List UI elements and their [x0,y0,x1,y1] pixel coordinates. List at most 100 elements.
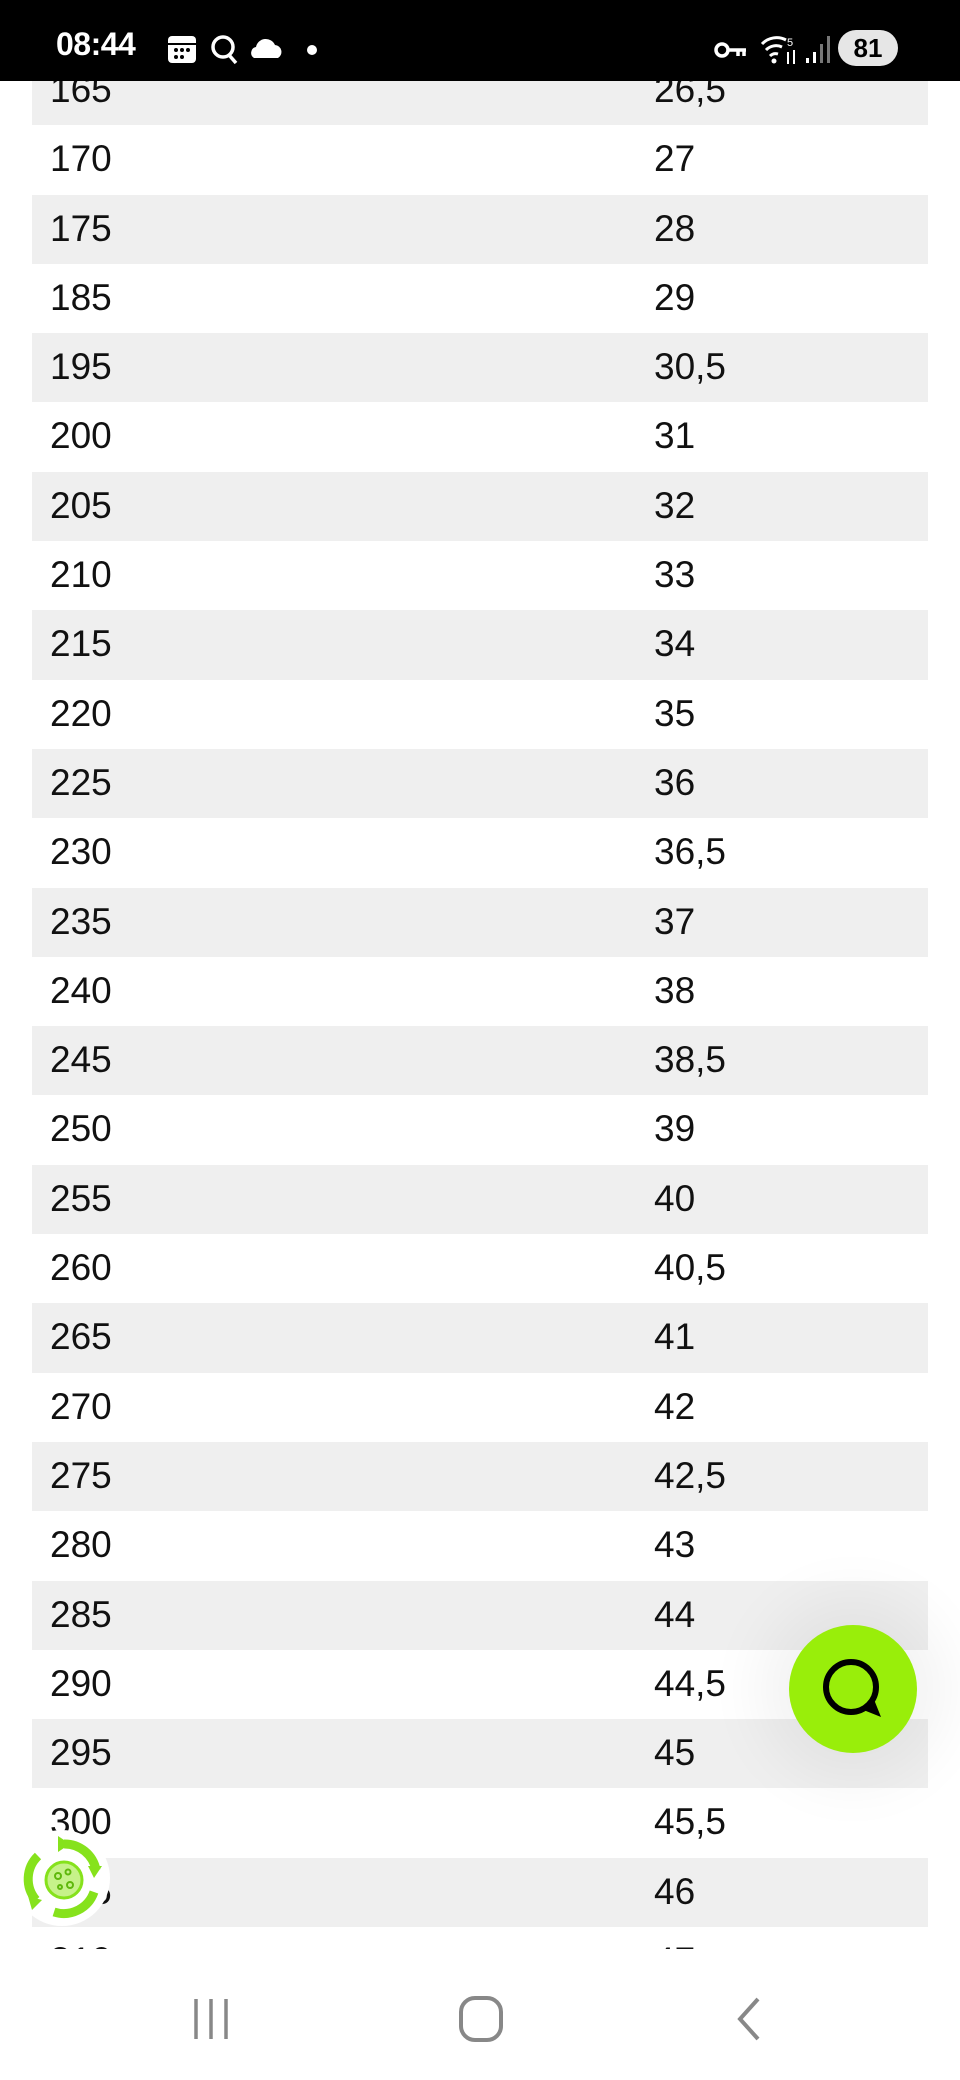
shoe-size-cell: 44,5 [654,1662,727,1704]
length-cell: 250 [50,1108,112,1150]
navigation-bar [0,1949,960,2080]
table-row: 185 29 [32,264,928,333]
shoe-size-cell: 42 [654,1385,696,1427]
length-cell: 200 [50,415,112,457]
table-row: 275 42,5 [32,1441,928,1512]
length-cell: 310 [50,1940,112,1949]
shoe-size-cell: 30,5 [654,346,727,388]
shoe-size-cell: 40,5 [654,1247,727,1289]
table-row: 290 44,5 [32,1650,928,1719]
home-icon[interactable] [458,1995,504,2043]
table-row: 270 42 [32,1373,928,1442]
shoe-size-cell: 37 [654,900,696,942]
length-cell: 290 [50,1662,112,1704]
shoe-size-cell: 41 [654,1316,696,1358]
shoe-size-cell: 33 [654,554,696,596]
shoe-size-cell: 35 [654,692,696,734]
table-row: 230 36,5 [32,818,928,887]
back-icon[interactable] [734,1995,764,2043]
length-cell: 195 [50,346,112,388]
chat-icon [823,1659,881,1717]
table-row: 215 34 [32,610,928,680]
length-cell: 185 [50,276,112,318]
table-row: 300 45,5 [32,1788,928,1857]
shoe-size-cell: 43 [654,1524,696,1566]
key-icon [714,42,746,58]
length-cell: 220 [50,692,112,734]
length-cell: 260 [50,1247,112,1289]
recents-icon[interactable] [190,1997,234,2041]
length-cell: 225 [50,761,112,803]
length-cell: 270 [50,1385,112,1427]
length-cell: 285 [50,1593,112,1635]
table-row: 165 26,5 [32,81,928,126]
table-row: 195 30,5 [32,333,928,403]
search-icon [211,35,238,65]
shoe-size-cell: 38 [654,969,696,1011]
table-row: 240 38 [32,957,928,1026]
length-cell: 170 [50,138,112,180]
signal-icon [806,36,830,63]
length-cell: 265 [50,1316,112,1358]
table-row: 220 35 [32,680,928,749]
table-row: 210 33 [32,541,928,610]
eco-badge-button[interactable] [14,1830,110,1926]
length-cell: 175 [50,207,112,249]
table-row: 225 36 [32,748,928,819]
eco-recycle-icon [23,1836,102,1919]
length-cell: 235 [50,900,112,942]
shoe-size-cell: 36 [654,761,696,803]
length-cell: 245 [50,1039,112,1081]
table-row: 175 28 [32,194,928,264]
size-conversion-table: 165 26,5 170 27 175 28 185 29 195 30,5 200 31 205 32 2… [32,81,928,1949]
length-cell: 275 [50,1454,112,1496]
shoe-size-cell: 39 [654,1108,696,1150]
shoe-size-cell: 27 [654,138,696,180]
table-row: 250 39 [32,1095,928,1164]
length-cell: 255 [50,1177,112,1219]
table-row: 200 31 [32,402,928,471]
shoe-size-cell: 45,5 [654,1801,727,1843]
shoe-size-cell: 34 [654,623,696,665]
size-table-scroll[interactable]: 165 26,5 170 27 175 28 185 29 195 30,5 200 31 205 32 2… [0,81,960,1949]
dot-icon [307,45,317,55]
table-row: 255 40 [32,1164,928,1235]
table-row: 310 47 [32,1927,928,1949]
table-row: 285 44 [32,1580,928,1650]
table-row: 30546 [32,1857,928,1928]
shoe-size-cell: 45 [654,1732,696,1774]
table-row: 260 40,5 [32,1234,928,1303]
shoe-size-cell: 32 [654,484,696,526]
table-row: 170 27 [32,125,928,194]
shoe-size-cell: 29 [654,276,696,318]
length-cell: 165 [50,81,112,110]
shoe-size-cell: 38,5 [654,1039,727,1081]
table-row: 235 37 [32,887,928,957]
chat-button[interactable] [789,1625,917,1753]
table-row: 265 41 [32,1303,928,1373]
shoe-size-cell: 26,5 [654,81,727,110]
cloud-icon [251,38,282,58]
length-cell: 240 [50,969,112,1011]
calendar-icon [168,36,196,63]
table-row: 205 32 [32,471,928,542]
length-cell: 205 [50,484,112,526]
shoe-size-cell: 40 [654,1177,696,1219]
shoe-size-cell: 42,5 [654,1454,727,1496]
svg-text:5: 5 [787,37,793,49]
shoe-size-cell: 28 [654,207,696,249]
length-cell: 215 [50,623,112,665]
length-cell: 230 [50,831,112,873]
status-bar: 08:44 5 81 [0,0,960,81]
length-cell: 280 [50,1524,112,1566]
table-row: 280 43 [32,1511,928,1580]
shoe-size-cell: 47 [654,1940,695,1949]
clock: 08:44 [56,26,136,62]
shoe-size-cell: 36,5 [654,831,727,873]
shoe-size-cell: 31 [654,415,696,457]
battery-indicator: 81 [838,30,898,66]
table-row: 295 45 [32,1719,928,1789]
length-cell: 295 [50,1732,112,1774]
wifi-icon: 5 [760,36,795,64]
table-row: 245 38,5 [32,1026,928,1096]
